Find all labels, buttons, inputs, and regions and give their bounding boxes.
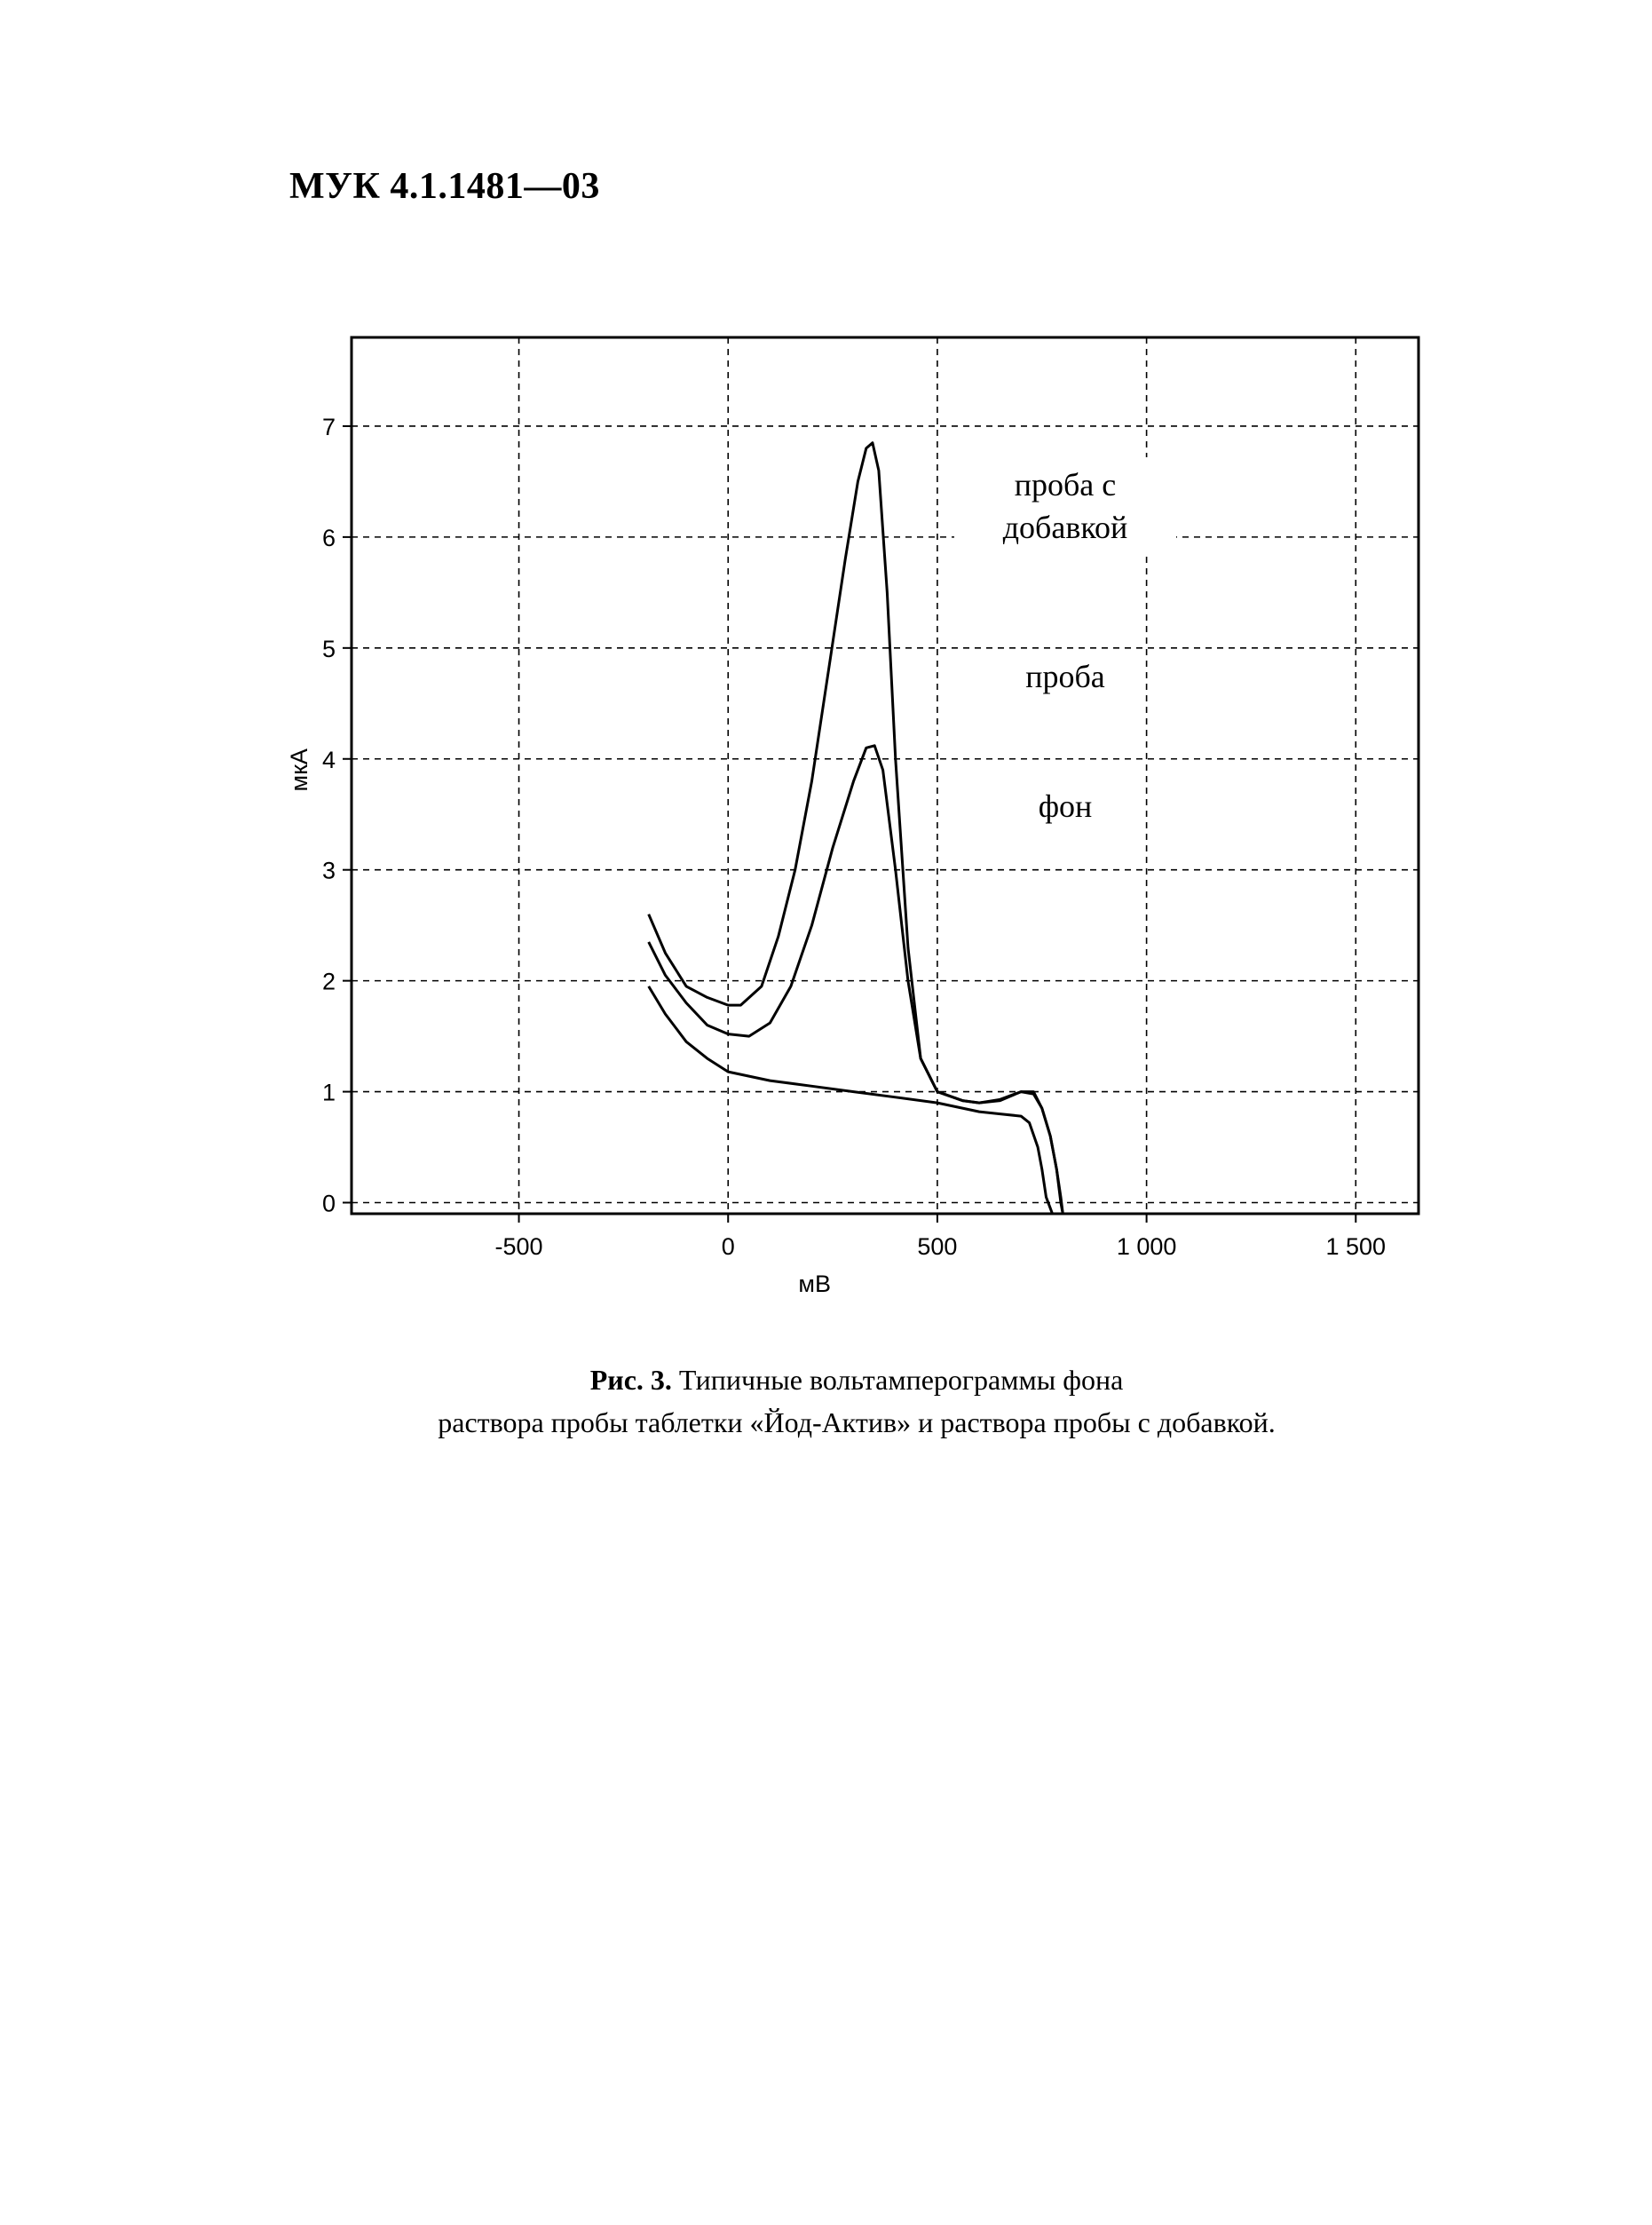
caption-line-1: Рис. 3. Типичные вольтамперограммы фона xyxy=(266,1358,1447,1401)
y-tick-label: 0 xyxy=(322,1191,336,1217)
x-tick-label: 500 xyxy=(917,1233,957,1260)
annotation-label: проба с xyxy=(1015,467,1117,503)
y-tick-label: 1 xyxy=(322,1080,336,1106)
annotation-bg xyxy=(1012,780,1118,833)
annotation-bg xyxy=(954,457,1176,555)
annotations: проба с добавкой проба фон xyxy=(954,457,1176,833)
y-tick-label: 4 xyxy=(322,747,336,773)
annotation-label: проба xyxy=(1025,659,1105,694)
caption-text-1: Типичные вольтамперограммы фона xyxy=(678,1364,1124,1396)
y-axis-label: мкА xyxy=(286,748,312,791)
page-header: МУК 4.1.1481—03 xyxy=(289,166,600,207)
series-line-sample xyxy=(647,744,1064,1215)
plot-border xyxy=(350,336,1420,1215)
caption-line-2: раствора пробы таблетки «Йод-Актив» и ра… xyxy=(438,1406,1276,1438)
annotation-label: добавкой xyxy=(1003,510,1128,545)
ticks-layer: -500 0 500 1 000 1 500 0 1 2 3 4 5 6 7 xyxy=(322,414,1386,1260)
series-layer xyxy=(647,441,1064,1215)
y-tick-label: 5 xyxy=(322,636,336,662)
grid xyxy=(352,337,1419,1214)
y-tick-label: 6 xyxy=(322,525,336,551)
x-axis-label: мВ xyxy=(798,1271,831,1297)
plot-frame xyxy=(350,336,1420,1215)
y-tick-label: 7 xyxy=(322,414,336,440)
x-tick-label: 1 500 xyxy=(1326,1233,1387,1260)
series-line-sample-with-addition xyxy=(647,441,1064,1215)
x-tick-label: -500 xyxy=(495,1233,543,1260)
series-line-background xyxy=(647,986,1054,1215)
annotation-label: фон xyxy=(1039,788,1093,824)
y-tick-label: 3 xyxy=(322,858,336,884)
voltammogram-chart: -500 0 500 1 000 1 500 0 1 2 3 4 5 6 7 проба с добавк… xyxy=(286,336,1420,1297)
figure-caption: Рис. 3. Типичные вольтамперограммы фона … xyxy=(266,1358,1447,1444)
y-tick-label: 2 xyxy=(322,969,336,995)
caption-label: Рис. 3. xyxy=(589,1364,672,1396)
x-tick-label: 0 xyxy=(722,1233,735,1260)
x-tick-label: 1 000 xyxy=(1117,1233,1177,1260)
annotation-bg xyxy=(994,650,1136,703)
